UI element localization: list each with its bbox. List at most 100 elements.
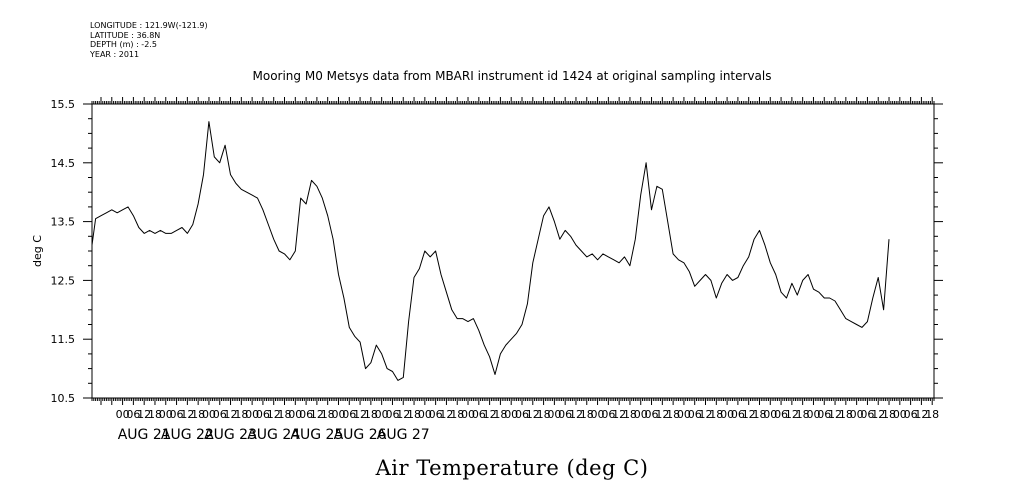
x-tick-label: 06 [860, 408, 874, 421]
x-tick-label: 12 [569, 408, 583, 421]
day-label: AUG 21 [118, 427, 171, 443]
x-tick-label: 06 [688, 408, 702, 421]
x-tick-label: 06 [601, 408, 615, 421]
x-tick-label: 12 [396, 408, 410, 421]
x-tick-label: 00 [591, 408, 605, 421]
day-label: AUG 27 [377, 427, 430, 443]
x-tick-label: 12 [353, 408, 367, 421]
x-tick-label: 18 [364, 408, 378, 421]
x-tick-label: 18 [191, 408, 205, 421]
x-tick-label: 00 [202, 408, 216, 421]
y-axis-label: deg C [31, 235, 44, 267]
x-tick-label: 06 [558, 408, 572, 421]
x-tick-label: 00 [850, 408, 864, 421]
x-tick-label: 00 [893, 408, 907, 421]
x-tick-label: 06 [429, 408, 443, 421]
x-tick-label: 00 [375, 408, 389, 421]
x-tick-label: 18 [580, 408, 594, 421]
series-line [91, 121, 890, 381]
x-tick-label: 06 [256, 408, 270, 421]
x-tick-label: 00 [634, 408, 648, 421]
x-tick-label: 00 [245, 408, 259, 421]
x-tick-label: 00 [720, 408, 734, 421]
x-tick-label: 00 [159, 408, 173, 421]
x-tick-label: 06 [731, 408, 745, 421]
x-tick-label: 12 [310, 408, 324, 421]
x-tick-label: 18 [234, 408, 248, 421]
y-tick-labels: 10.5 11.5 12.5 13.5 14.5 15.5 [51, 98, 76, 405]
x-tick-label: 12 [914, 408, 928, 421]
y-tick-label: 15.5 [51, 98, 76, 111]
x-tick-labels: 0006121800061218000612180006121800061218… [116, 408, 940, 421]
x-axis-title: Air Temperature (deg C) [375, 456, 649, 480]
x-tick-label: 00 [677, 408, 691, 421]
x-tick-label: 18 [666, 408, 680, 421]
x-tick-label: 00 [331, 408, 345, 421]
x-tick-label: 12 [871, 408, 885, 421]
day-label: AUG 26 [334, 427, 387, 443]
x-tick-label: 00 [418, 408, 432, 421]
day-label: AUG 25 [290, 427, 343, 443]
x-tick-label: 12 [180, 408, 194, 421]
x-tick-label: 00 [806, 408, 820, 421]
x-tick-label: 00 [288, 408, 302, 421]
x-tick-label: 00 [547, 408, 561, 421]
x-tick-label: 12 [267, 408, 281, 421]
x-tick-label: 00 [461, 408, 475, 421]
x-tick-label: 18 [796, 408, 810, 421]
x-tick-label: 18 [752, 408, 766, 421]
x-tick-label: 06 [342, 408, 356, 421]
axis-ticks [83, 97, 943, 405]
x-tick-label: 18 [148, 408, 162, 421]
x-tick-label: 18 [709, 408, 723, 421]
x-tick-label: 18 [839, 408, 853, 421]
x-tick-label: 18 [407, 408, 421, 421]
x-tick-label: 12 [483, 408, 497, 421]
latitude-label: LATITUDE : 36.8N [90, 30, 161, 40]
x-tick-label: 18 [278, 408, 292, 421]
x-tick-label: 18 [493, 408, 507, 421]
x-tick-label: 18 [450, 408, 464, 421]
x-tick-label: 00 [116, 408, 130, 421]
y-tick-label: 12.5 [51, 274, 76, 287]
x-tick-label: 12 [785, 408, 799, 421]
x-tick-label: 12 [612, 408, 626, 421]
x-tick-label: 06 [515, 408, 529, 421]
x-tick-label: 06 [817, 408, 831, 421]
year-label: YEAR : 2011 [90, 49, 140, 59]
y-tick-label: 14.5 [51, 157, 76, 170]
x-tick-label: 18 [321, 408, 335, 421]
day-label: AUG 22 [161, 427, 214, 443]
x-tick-label: 12 [526, 408, 540, 421]
x-tick-label: 12 [439, 408, 453, 421]
plot-frame [91, 103, 935, 399]
x-tick-label: 06 [126, 408, 140, 421]
day-label: AUG 24 [247, 427, 300, 443]
x-tick-label: 00 [763, 408, 777, 421]
x-tick-label: 18 [882, 408, 896, 421]
x-tick-label: 18 [537, 408, 551, 421]
x-tick-label: 06 [385, 408, 399, 421]
metadata-block: LONGITUDE : 121.9W(-121.9) LATITUDE : 36… [90, 21, 208, 59]
x-tick-label: 06 [170, 408, 184, 421]
x-tick-label: 12 [655, 408, 669, 421]
x-tick-label: 12 [224, 408, 238, 421]
depth-label: DEPTH (m) : -2.5 [90, 40, 157, 49]
x-tick-label: 18 [925, 408, 939, 421]
x-tick-label: 12 [699, 408, 713, 421]
longitude-label: LONGITUDE : 121.9W(-121.9) [90, 21, 208, 30]
y-tick-label: 10.5 [51, 392, 76, 405]
x-tick-label: 00 [504, 408, 518, 421]
x-tick-label: 06 [299, 408, 313, 421]
x-tick-label: 06 [213, 408, 227, 421]
x-tick-label: 06 [904, 408, 918, 421]
y-tick-label: 11.5 [51, 333, 76, 346]
x-tick-label: 18 [623, 408, 637, 421]
x-tick-label: 06 [645, 408, 659, 421]
x-tick-label: 12 [137, 408, 151, 421]
day-label: AUG 23 [204, 427, 257, 443]
x-tick-label: 06 [774, 408, 788, 421]
chart-title: Mooring M0 Metsys data from MBARI instru… [253, 69, 772, 83]
